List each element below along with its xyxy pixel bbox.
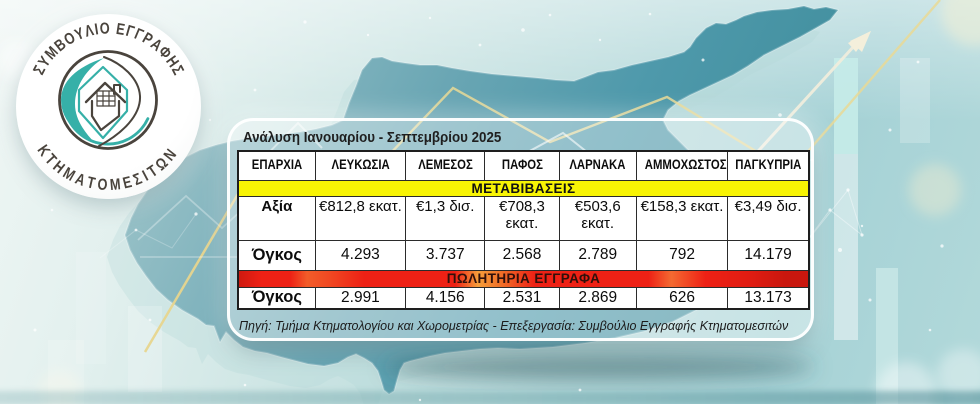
svg-text:Τ: Τ: [85, 174, 97, 193]
svg-text:Ι: Ι: [94, 21, 100, 39]
svg-text:Ι: Ι: [140, 168, 151, 185]
svg-text:Ο: Ο: [99, 20, 110, 38]
svg-text:Ε: Ε: [115, 21, 126, 40]
svg-text:Ο: Ο: [97, 176, 108, 194]
svg-text:Μ: Μ: [109, 176, 121, 195]
